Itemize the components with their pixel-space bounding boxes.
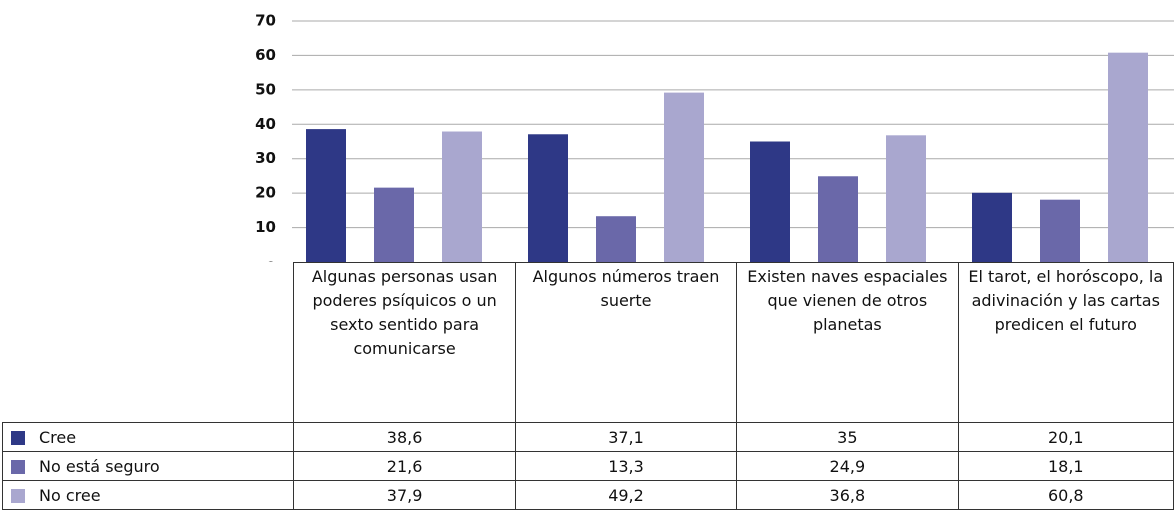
category-label: El tarot, el horóscopo, la adivinación y… <box>957 262 1174 423</box>
value-cell: 36,8 <box>736 480 959 510</box>
chart: 0 10 20 30 40 50 60 70 <box>255 12 1174 263</box>
series-row: Cree 38,6 37,1 35 20,1 <box>1 422 1174 452</box>
legend-swatch <box>11 430 25 445</box>
legend-label: No está seguro <box>39 456 160 476</box>
value-cell: 49,2 <box>514 480 738 510</box>
series-row: No está seguro 21,6 13,3 24,9 18,1 <box>1 451 1174 481</box>
y-tick-label: 30 <box>255 149 276 167</box>
value-cell: 21,6 <box>293 451 516 481</box>
value-cell: 37,9 <box>293 480 516 510</box>
bar <box>750 141 790 262</box>
legend-cell: Cree <box>1 422 295 452</box>
bar <box>664 92 704 262</box>
value-cell: 18,1 <box>957 451 1174 481</box>
value-cell: 13,3 <box>514 451 738 481</box>
y-tick-label: 10 <box>255 218 276 236</box>
y-tick-label: 60 <box>255 46 276 64</box>
y-tick-label: 20 <box>255 184 276 202</box>
bar <box>886 135 926 262</box>
bar <box>442 131 482 262</box>
y-tick-label: 70 <box>255 12 276 30</box>
bar <box>972 192 1012 262</box>
value-cell: 24,9 <box>736 451 959 481</box>
header-row: Algunas personas usan poderes psíquicos … <box>2 262 1174 423</box>
bar <box>596 216 636 262</box>
legend-label: No cree <box>39 485 101 505</box>
y-tick-label: 50 <box>255 80 276 98</box>
y-tick-label: 40 <box>255 115 276 133</box>
category-label: Existen naves espaciales que vienen de o… <box>736 262 959 423</box>
bar <box>374 187 414 262</box>
series-row: No cree 37,9 49,2 36,8 60,8 <box>1 480 1174 510</box>
category-label: Algunas personas usan poderes psíquicos … <box>293 262 516 423</box>
bar <box>1108 52 1148 262</box>
value-cell: 38,6 <box>293 422 516 452</box>
legend-swatch <box>11 488 25 503</box>
legend-cell: No está seguro <box>1 451 295 481</box>
category-label: Algunos números traen suerte <box>514 262 738 423</box>
value-cell: 60,8 <box>957 480 1174 510</box>
legend-label: Cree <box>39 427 77 447</box>
value-cell: 20,1 <box>957 422 1174 452</box>
blank-cell <box>2 262 295 423</box>
value-cell: 37,1 <box>514 422 738 452</box>
y-tick-label: 0 <box>266 259 276 263</box>
bar <box>306 129 346 262</box>
data-table: Algunas personas usan poderes psíquicos … <box>1 262 1174 510</box>
value-cell: 35 <box>736 422 959 452</box>
bar <box>1040 199 1080 262</box>
legend-swatch <box>11 459 25 474</box>
bar <box>818 176 858 262</box>
bar <box>528 134 568 262</box>
legend-cell: No cree <box>1 480 295 510</box>
